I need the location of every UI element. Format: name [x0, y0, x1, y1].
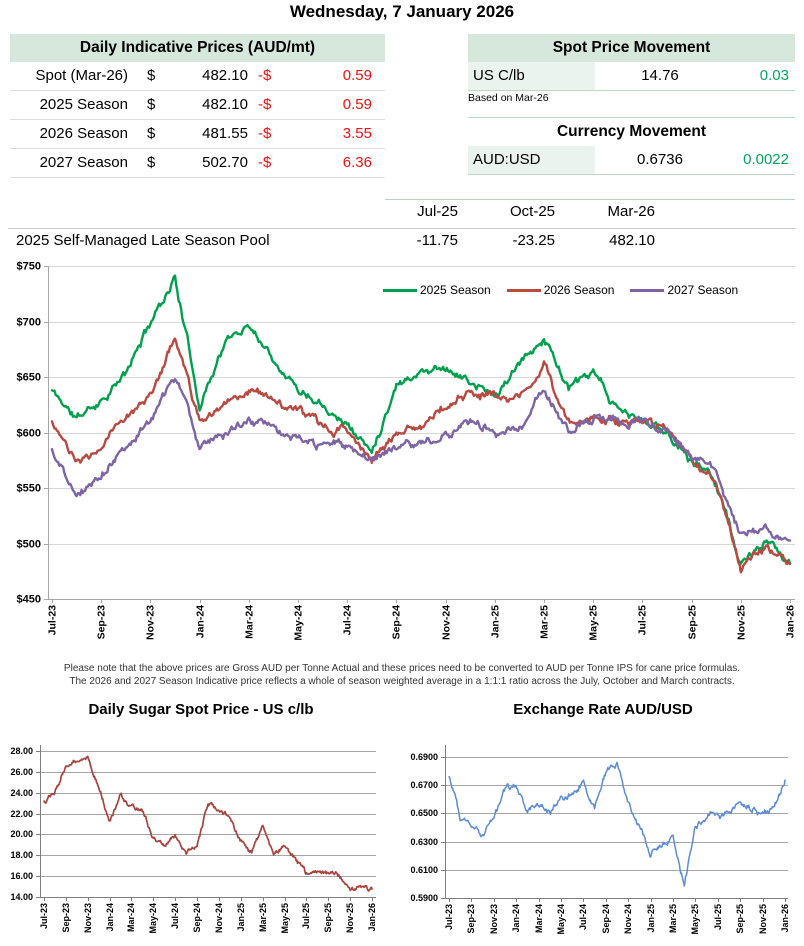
price-row-2026: 2026 Season $ 481.55 -$ 3.55 — [10, 120, 385, 149]
fx-chart-title: Exchange Rate AUD/USD — [513, 701, 693, 718]
legend-swatch-2025 — [383, 288, 417, 292]
pool-column-header-oct: Oct-25 — [509, 203, 555, 220]
currency-movement-table: Currency Movement AUD:USD 0.6736 0.0022 — [468, 117, 795, 175]
price-value: 482.10 — [202, 67, 248, 84]
pool-row-divider — [8, 228, 796, 229]
change-sign: -$ — [258, 154, 272, 171]
legend-label-2025: 2025 Season — [420, 283, 491, 297]
legend-item-2025: 2025 Season — [383, 283, 491, 297]
price-value: 481.55 — [202, 125, 248, 142]
spot-basis-note: Based on Mar-26 — [468, 92, 549, 104]
daily-indicative-prices-table: Daily Indicative Prices (AUD/mt) Spot (M… — [10, 34, 385, 178]
report-date-title: Wednesday, 7 January 2026 — [289, 2, 515, 21]
change-sign: -$ — [258, 67, 272, 84]
legend-swatch-2026 — [506, 288, 541, 292]
currency-symbol: $ — [147, 96, 156, 113]
currency-symbol: $ — [147, 125, 156, 142]
spot-price-movement-header: Spot Price Movement — [468, 34, 795, 62]
currency-symbol: $ — [147, 154, 156, 171]
chart-legend: 2025 Season 2026 Season 2027 Season — [383, 283, 738, 297]
currency-movement-header: Currency Movement — [468, 118, 795, 146]
currency-rate-value: 0.6736 — [637, 151, 683, 168]
price-row-2027: 2027 Season $ 502.70 -$ 6.36 — [10, 149, 385, 178]
legend-item-2027: 2027 Season — [630, 283, 738, 297]
spot-unit-label: US C/lb — [468, 62, 595, 90]
sugar-chart-title: Daily Sugar Spot Price - US c/lb — [88, 701, 314, 718]
pool-value-oct: -23.25 — [512, 232, 555, 249]
price-value: 502.70 — [202, 154, 248, 171]
change-value: 3.55 — [342, 125, 372, 142]
change-sign: -$ — [258, 96, 272, 113]
price-row-label: 2025 Season — [39, 96, 128, 113]
spot-change-value: 0.03 — [759, 67, 789, 84]
change-value: 0.59 — [342, 96, 372, 113]
daily-indicative-prices-header: Daily Indicative Prices (AUD/mt) — [10, 34, 385, 62]
legend-item-2026: 2026 Season — [506, 283, 615, 297]
price-value: 482.10 — [202, 96, 248, 113]
change-sign: -$ — [258, 125, 272, 142]
currency-symbol: $ — [147, 67, 156, 84]
spot-price-value: 14.76 — [641, 67, 679, 84]
currency-movement-row: AUD:USD 0.6736 0.0022 — [468, 146, 795, 175]
price-row-label: 2026 Season — [39, 125, 128, 142]
price-row-label: 2027 Season — [39, 154, 128, 171]
pool-value-mar: 482.10 — [609, 232, 655, 249]
spot-movement-row: US C/lb 14.76 0.03 — [468, 62, 795, 91]
legend-label-2026: 2026 Season — [543, 283, 615, 297]
change-value: 6.36 — [342, 154, 372, 171]
pool-column-header-jul: Jul-25 — [417, 203, 458, 220]
price-row-2025: 2025 Season $ 482.10 -$ 0.59 — [10, 91, 385, 120]
exchange-rate-chart-canvas — [402, 724, 804, 946]
legend-swatch-2027 — [630, 288, 665, 292]
price-row-spot: Spot (Mar-26) $ 482.10 -$ 0.59 — [10, 62, 385, 91]
currency-pair-label: AUD:USD — [468, 146, 595, 174]
pool-row-label: 2025 Self-Managed Late Season Pool — [16, 232, 270, 249]
footnote-line-1: Please note that the above prices are Gr… — [63, 663, 741, 674]
footnote-line-2: The 2026 and 2027 Season Indicative pric… — [69, 676, 735, 687]
change-value: 0.59 — [342, 67, 372, 84]
sugar-spot-chart-canvas — [0, 724, 402, 946]
pool-value-jul: -11.75 — [416, 232, 458, 249]
currency-change-value: 0.0022 — [743, 151, 789, 168]
pool-column-header-mar: Mar-26 — [607, 203, 655, 220]
spot-price-movement-table: Spot Price Movement US C/lb 14.76 0.03 — [468, 34, 795, 91]
pool-columns-top-border — [385, 199, 795, 200]
main-price-chart-canvas — [0, 258, 804, 650]
legend-label-2027: 2027 Season — [667, 283, 739, 297]
price-row-label: Spot (Mar-26) — [35, 67, 128, 84]
